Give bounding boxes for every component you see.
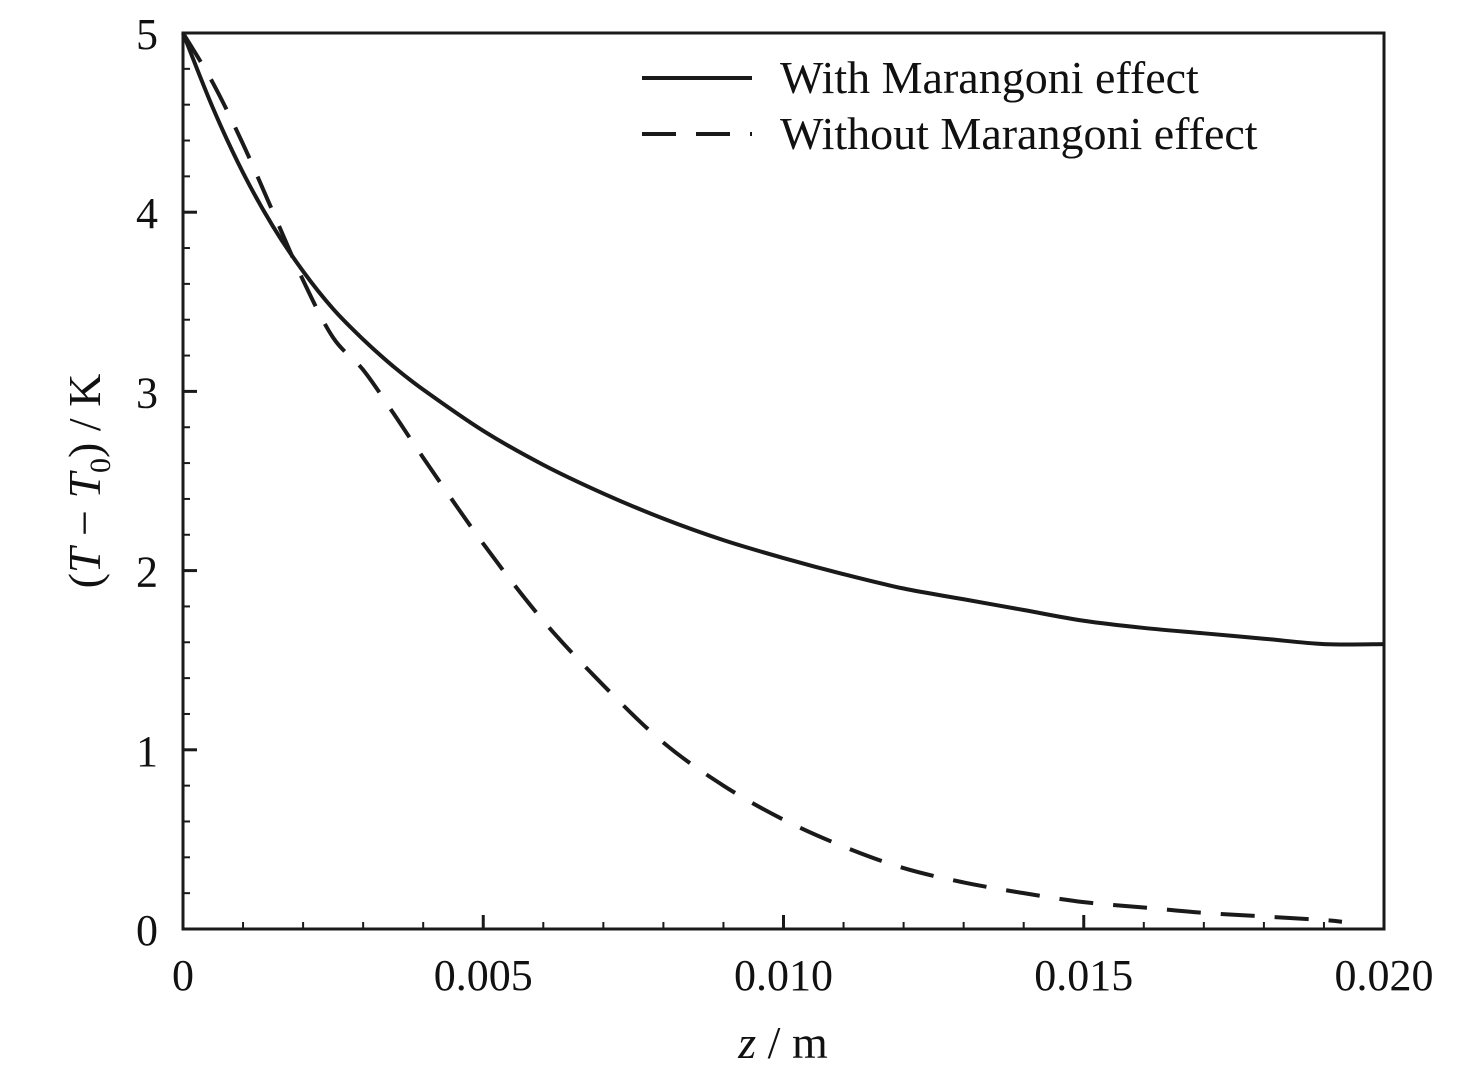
series-line-with-marangoni	[181, 32, 1385, 647]
x-tick-label: 0	[172, 951, 194, 1000]
x-tick-label: 0.020	[1335, 951, 1434, 1000]
y-tick-label: 2	[136, 548, 158, 597]
plot-frame	[181, 31, 1386, 931]
y-tick-label: 5	[136, 10, 158, 59]
y-tick-label: 4	[136, 189, 158, 238]
y-tick-label: 1	[136, 727, 158, 776]
x-tick-label: 0.015	[1034, 951, 1133, 1000]
series-layer	[181, 31, 1385, 924]
series-line-without-marangoni	[181, 31, 1343, 924]
x-axis-label: z / m	[737, 1017, 828, 1068]
y-tick-label: 0	[136, 906, 158, 955]
tick-labels: 0 0.005 0.010 0.015 0.020 0 1 2 3 4 5	[136, 10, 1434, 1000]
legend-label-with-marangoni: With Marangoni effect	[780, 52, 1199, 103]
y-tick-label: 3	[136, 368, 158, 417]
x-tick-label: 0.010	[734, 951, 833, 1000]
x-tick-label: 0.005	[434, 951, 533, 1000]
axis-ticks	[181, 31, 1386, 931]
legend: With Marangoni effect Without Marangoni …	[642, 52, 1258, 159]
y-axis-label: (T − T0) / K	[59, 374, 117, 589]
legend-label-without-marangoni: Without Marangoni effect	[780, 108, 1258, 159]
